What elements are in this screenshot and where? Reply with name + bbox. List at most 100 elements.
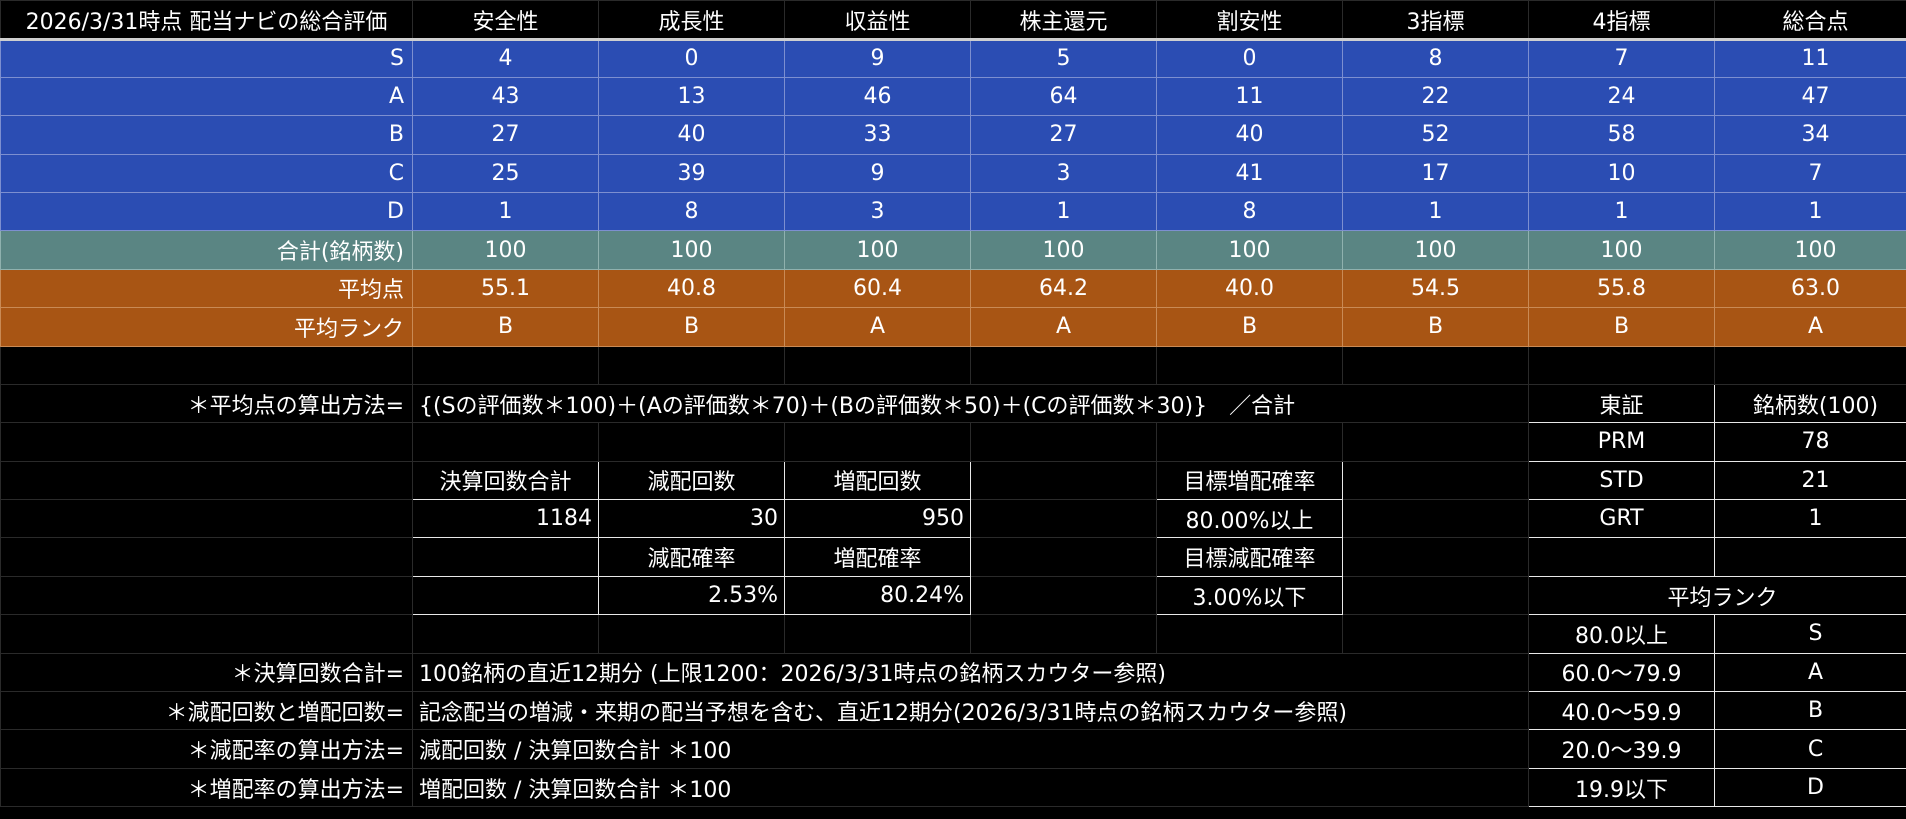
sheet-row: 80.0以上 S [0,614,1906,654]
rank-scale-range: 60.0〜79.9 [1528,652,1715,693]
total-label: 合計(銘柄数) [0,230,413,270]
cell: 9 [784,38,971,78]
blank-cell [1342,614,1529,654]
blank-cell [0,422,413,462]
blank-cell [1342,537,1529,577]
col-header: 株主還元 [970,0,1157,40]
note-text: 増配回数 / 決算回数合計 ＊100 [412,767,1529,808]
rank-scale-rank: C [1714,729,1906,769]
blank-cell [1156,614,1343,654]
note-label: ＊減配回数と増配回数= [0,691,413,731]
cell: 55.8 [1528,268,1715,309]
cell: 100 [412,230,599,270]
blank-cell [970,422,1157,462]
cell: 11 [1714,38,1906,78]
cell: 100 [598,230,785,270]
rank-scale-range: 20.0〜39.9 [1528,729,1715,769]
note-label: ＊増配率の算出方法= [0,767,413,808]
blank-cell [784,422,971,462]
market-cell: 21 [1714,460,1906,501]
col-header: 収益性 [784,0,971,40]
col-header: 3指標 [1342,0,1529,40]
blank-cell [0,460,413,501]
blank-cell [1156,345,1343,385]
note-row: ＊減配回数と増配回数= 記念配当の増減・来期の配当予想を含む、直近12期分(20… [0,691,1906,731]
blank-cell [1156,422,1343,462]
formula-label: ＊平均点の算出方法= [0,383,413,424]
cell: 63.0 [1714,268,1906,309]
blank-cell [0,345,413,385]
rank-label: A [0,76,413,117]
cell: 40.8 [598,268,785,309]
blank-cell [970,460,1157,501]
cell: 7 [1714,153,1906,193]
cell: 43 [412,76,599,117]
col-header: 割安性 [1156,0,1343,40]
cell: 33 [784,115,971,155]
cell: 17 [1342,153,1529,193]
cell: 100 [1342,230,1529,270]
cell: 1 [1528,191,1715,232]
col-header: 安全性 [412,0,599,40]
cell: 46 [784,76,971,117]
blank-cell [970,575,1157,616]
market-cell: STD [1528,460,1715,501]
cell: 3 [970,153,1157,193]
blank-cell [1342,422,1529,462]
cell: 40.0 [1156,268,1343,309]
total-row: 合計(銘柄数) 100 100 100 100 100 100 100 100 [0,230,1906,270]
market-header: 銘柄数(100) [1714,383,1906,424]
blank-cell [0,575,413,616]
market-cell: PRM [1528,422,1715,462]
rank-label: B [0,115,413,155]
cell: 4 [412,38,599,78]
cell: 0 [598,38,785,78]
rank-row-c: C 25 39 9 3 41 17 10 7 [0,153,1906,193]
blank-cell [1528,345,1715,385]
avg-score-label: 平均点 [0,268,413,309]
cell: 24 [1528,76,1715,117]
blank-cell [1342,460,1529,501]
cell: 1 [1714,191,1906,232]
sheet-title: 2026/3/31時点 配当ナビの総合評価 [0,0,413,40]
cell: B [1528,307,1715,347]
market-cell: 78 [1714,422,1906,462]
stats-value: 1184 [412,499,599,539]
cell: 22 [1342,76,1529,117]
cell: B [1342,307,1529,347]
cell: 100 [1528,230,1715,270]
rank-row-d: D 1 8 3 1 8 1 1 1 [0,191,1906,232]
cell: 40 [1156,115,1343,155]
stats-header: 増配確率 [784,537,971,577]
market-header: 東証 [1528,383,1715,424]
rank-row-a: A 43 13 46 64 11 22 24 47 [0,76,1906,117]
blank-cell [1342,575,1529,616]
note-text: 記念配当の増減・来期の配当予想を含む、直近12期分(2026/3/31時点の銘柄… [412,691,1529,731]
sheet-row: 1184 30 950 80.00%以上 GRT 1 [0,499,1906,539]
note-row: ＊減配率の算出方法= 減配回数 / 決算回数合計 ＊100 20.0〜39.9 … [0,729,1906,769]
avg-score-row: 平均点 55.1 40.8 60.4 64.2 40.0 54.5 55.8 6… [0,268,1906,309]
cell: 11 [1156,76,1343,117]
rank-label: D [0,191,413,232]
cell: 27 [412,115,599,155]
avg-rank-label: 平均ランク [0,307,413,347]
cell: 34 [1714,115,1906,155]
cell: 39 [598,153,785,193]
cell: 60.4 [784,268,971,309]
cell: 27 [970,115,1157,155]
stats-value: 3.00%以下 [1156,575,1343,616]
blank-cell [1528,537,1715,577]
header-separator [0,38,1906,41]
cell: 8 [598,191,785,232]
stats-header: 減配確率 [598,537,785,577]
cell: 25 [412,153,599,193]
blank-cell [598,422,785,462]
cell: 1 [970,191,1157,232]
col-header: 総合点 [1714,0,1906,40]
formula-text: {(Sの評価数＊100)＋(Aの評価数＊70)＋(Bの評価数＊50)＋(Cの評価… [412,383,1529,424]
blank-cell [1714,345,1906,385]
rank-scale-rank: B [1714,691,1906,731]
rank-label: C [0,153,413,193]
cell: 8 [1156,191,1343,232]
